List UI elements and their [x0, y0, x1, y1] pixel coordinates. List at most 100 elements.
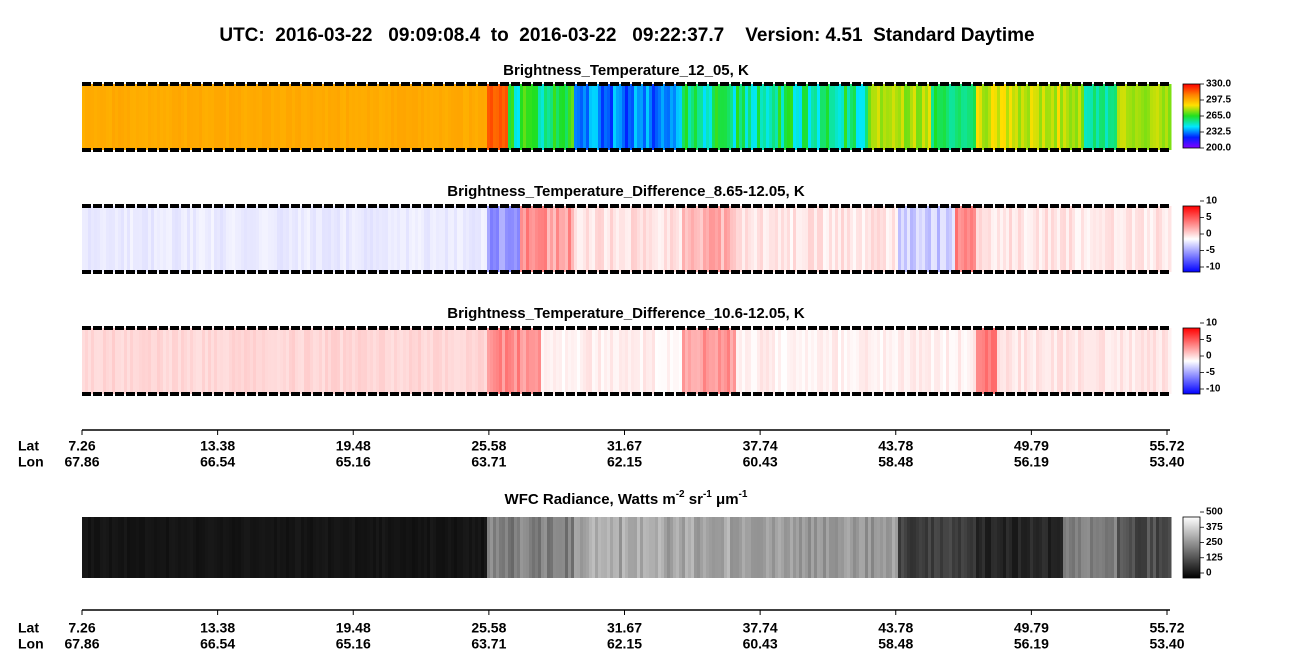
image-strip	[763, 328, 767, 394]
image-strip	[1015, 517, 1019, 578]
image-strip	[1042, 517, 1046, 578]
image-strip	[871, 517, 875, 578]
image-strip	[688, 206, 692, 272]
image-strip	[787, 517, 791, 578]
image-strip	[172, 84, 176, 150]
image-strip	[823, 84, 827, 150]
image-strip	[283, 206, 287, 272]
image-strip	[841, 517, 845, 578]
image-strip	[406, 517, 410, 578]
image-strip	[856, 517, 860, 578]
image-strip	[412, 206, 416, 272]
image-strip	[1048, 517, 1052, 578]
image-strip	[634, 206, 638, 272]
image-strip	[472, 328, 476, 394]
image-strip	[463, 328, 467, 394]
image-strip	[301, 328, 305, 394]
image-strip	[325, 517, 329, 578]
image-strip	[925, 328, 929, 394]
image-strip	[526, 517, 530, 578]
image-strip	[646, 206, 650, 272]
image-strip	[1126, 328, 1130, 394]
image-strip	[400, 328, 404, 394]
image-strip	[169, 206, 173, 272]
image-strip	[1045, 206, 1049, 272]
image-strip	[532, 517, 536, 578]
image-strip	[166, 84, 170, 150]
image-strip	[493, 84, 497, 150]
image-strip	[172, 206, 176, 272]
image-strip	[622, 328, 626, 394]
image-strip	[367, 517, 371, 578]
image-strip	[829, 84, 833, 150]
image-strip	[808, 328, 812, 394]
image-strip	[142, 517, 146, 578]
image-strip	[379, 206, 383, 272]
image-strip	[496, 328, 500, 394]
image-strip	[88, 517, 92, 578]
image-strip	[943, 517, 947, 578]
image-strip	[1072, 84, 1076, 150]
image-strip	[754, 206, 758, 272]
image-strip	[1126, 517, 1130, 578]
image-strip	[559, 206, 563, 272]
image-strip	[811, 206, 815, 272]
lon-label: 62.15	[607, 636, 642, 652]
image-strip	[88, 84, 92, 150]
image-strip	[448, 328, 452, 394]
image-strip	[565, 328, 569, 394]
image-strip	[304, 206, 308, 272]
image-strip	[184, 328, 188, 394]
image-strip	[754, 328, 758, 394]
image-strip	[397, 84, 401, 150]
image-strip	[934, 84, 938, 150]
image-strip	[811, 328, 815, 394]
image-strip	[1099, 328, 1103, 394]
image-strip	[1102, 517, 1106, 578]
image-strip	[289, 517, 293, 578]
image-strip	[1081, 206, 1085, 272]
image-strip	[1063, 206, 1067, 272]
image-strip	[460, 517, 464, 578]
image-strip	[1060, 328, 1064, 394]
image-strip	[727, 206, 731, 272]
image-strip	[97, 328, 101, 394]
image-strip	[172, 517, 176, 578]
image-strip	[976, 206, 980, 272]
image-strip	[865, 206, 869, 272]
image-strip	[358, 517, 362, 578]
image-strip	[490, 206, 494, 272]
image-strip	[289, 84, 293, 150]
image-strip	[880, 517, 884, 578]
track-axis-row-label: Lat	[18, 620, 39, 636]
image-strip	[985, 517, 989, 578]
image-strip	[982, 206, 986, 272]
image-strip	[1072, 328, 1076, 394]
image-strip	[808, 206, 812, 272]
image-strip	[733, 328, 737, 394]
image-strip	[409, 328, 413, 394]
image-strip	[529, 328, 533, 394]
image-strip	[235, 206, 239, 272]
image-strip	[766, 84, 770, 150]
image-strip	[643, 84, 647, 150]
image-strip	[100, 328, 104, 394]
image-strip	[229, 206, 233, 272]
image-strip	[844, 517, 848, 578]
image-strip	[832, 328, 836, 394]
image-strip	[481, 206, 485, 272]
image-strip	[511, 517, 515, 578]
image-strip	[328, 206, 332, 272]
image-strip	[151, 206, 155, 272]
image-strip	[778, 517, 782, 578]
image-strip	[379, 517, 383, 578]
image-strip	[988, 206, 992, 272]
image-strip	[1081, 517, 1085, 578]
image-strip	[700, 517, 704, 578]
image-strip	[700, 206, 704, 272]
image-strip	[145, 206, 149, 272]
image-strip	[127, 328, 131, 394]
image-strip	[415, 84, 419, 150]
image-strip	[295, 84, 299, 150]
image-strip	[814, 206, 818, 272]
